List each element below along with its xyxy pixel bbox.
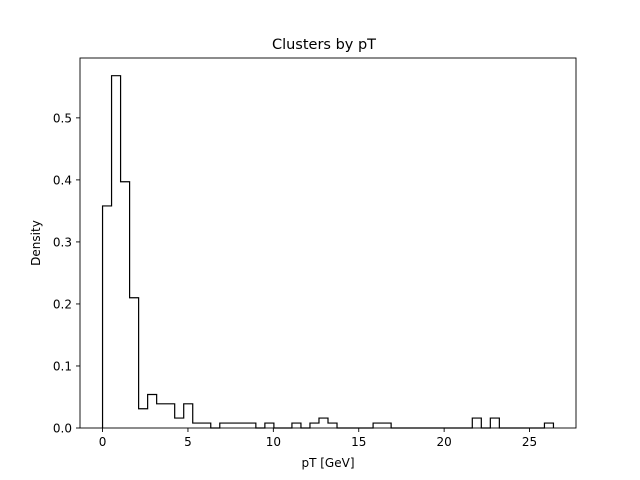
y-tick-label: 0.5 [53,111,72,125]
x-axis-label: pT [GeV] [301,456,354,470]
y-axis-ticks: 0.0 0.1 0.2 0.3 0.4 0.5 [53,111,80,436]
x-tick-label: 20 [437,435,452,449]
y-tick-label: 0.4 [53,173,72,187]
x-tick-label: 15 [351,435,366,449]
x-axis-ticks: 0 5 10 15 20 25 [99,428,537,449]
y-tick-label: 0.1 [53,359,72,373]
x-tick-label: 0 [99,435,107,449]
axes-frame [79,57,577,429]
y-axis-label: Density [29,220,43,266]
y-tick-label: 0.0 [53,422,72,436]
x-tick-label: 10 [266,435,281,449]
x-tick-label: 25 [522,435,537,449]
y-tick-label: 0.2 [53,297,72,311]
x-tick-label: 5 [184,435,192,449]
y-tick-label: 0.3 [53,235,72,249]
chart-title: Clusters by pT [272,37,376,53]
